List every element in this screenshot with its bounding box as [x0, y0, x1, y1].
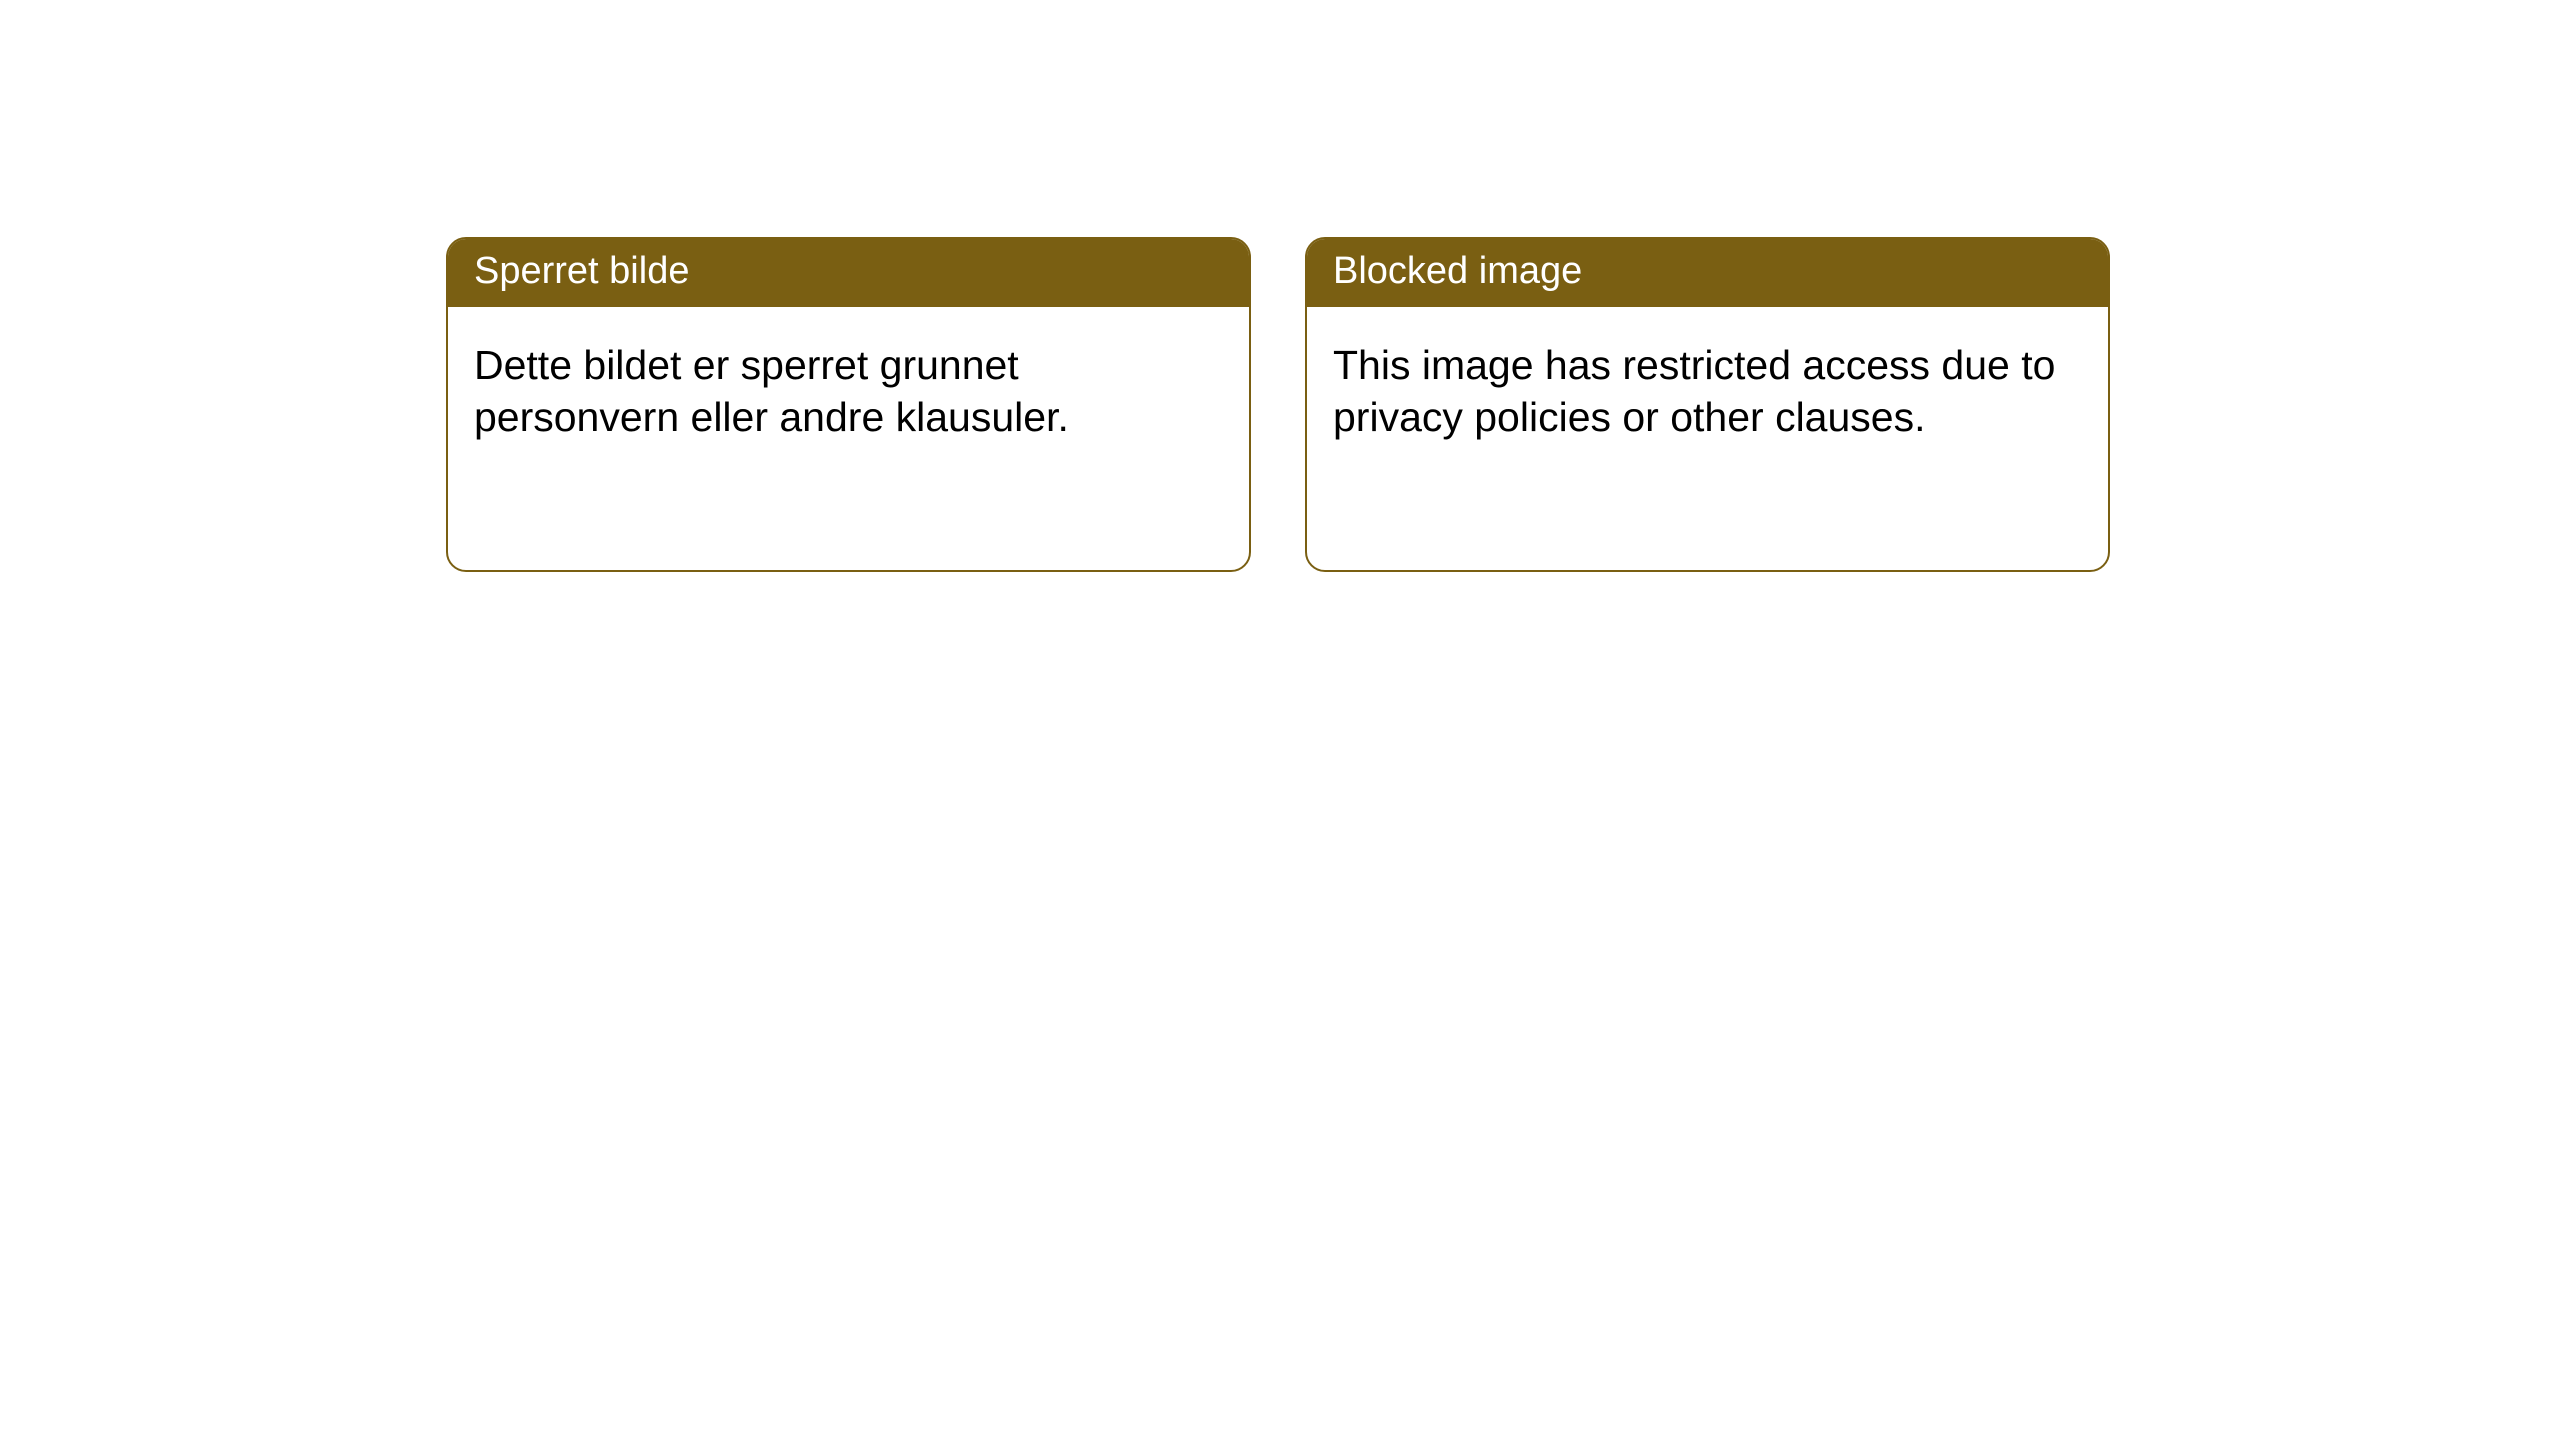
blocked-image-card-en: Blocked image This image has restricted … — [1305, 237, 2110, 572]
card-title-en: Blocked image — [1307, 239, 2108, 307]
card-body-no: Dette bildet er sperret grunnet personve… — [448, 307, 1249, 476]
blocked-image-card-no: Sperret bilde Dette bildet er sperret gr… — [446, 237, 1251, 572]
notice-container: Sperret bilde Dette bildet er sperret gr… — [0, 0, 2560, 572]
card-title-no: Sperret bilde — [448, 239, 1249, 307]
card-body-en: This image has restricted access due to … — [1307, 307, 2108, 476]
